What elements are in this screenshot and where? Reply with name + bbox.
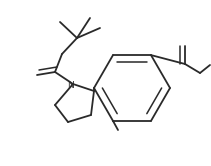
Text: N: N [67,81,73,89]
